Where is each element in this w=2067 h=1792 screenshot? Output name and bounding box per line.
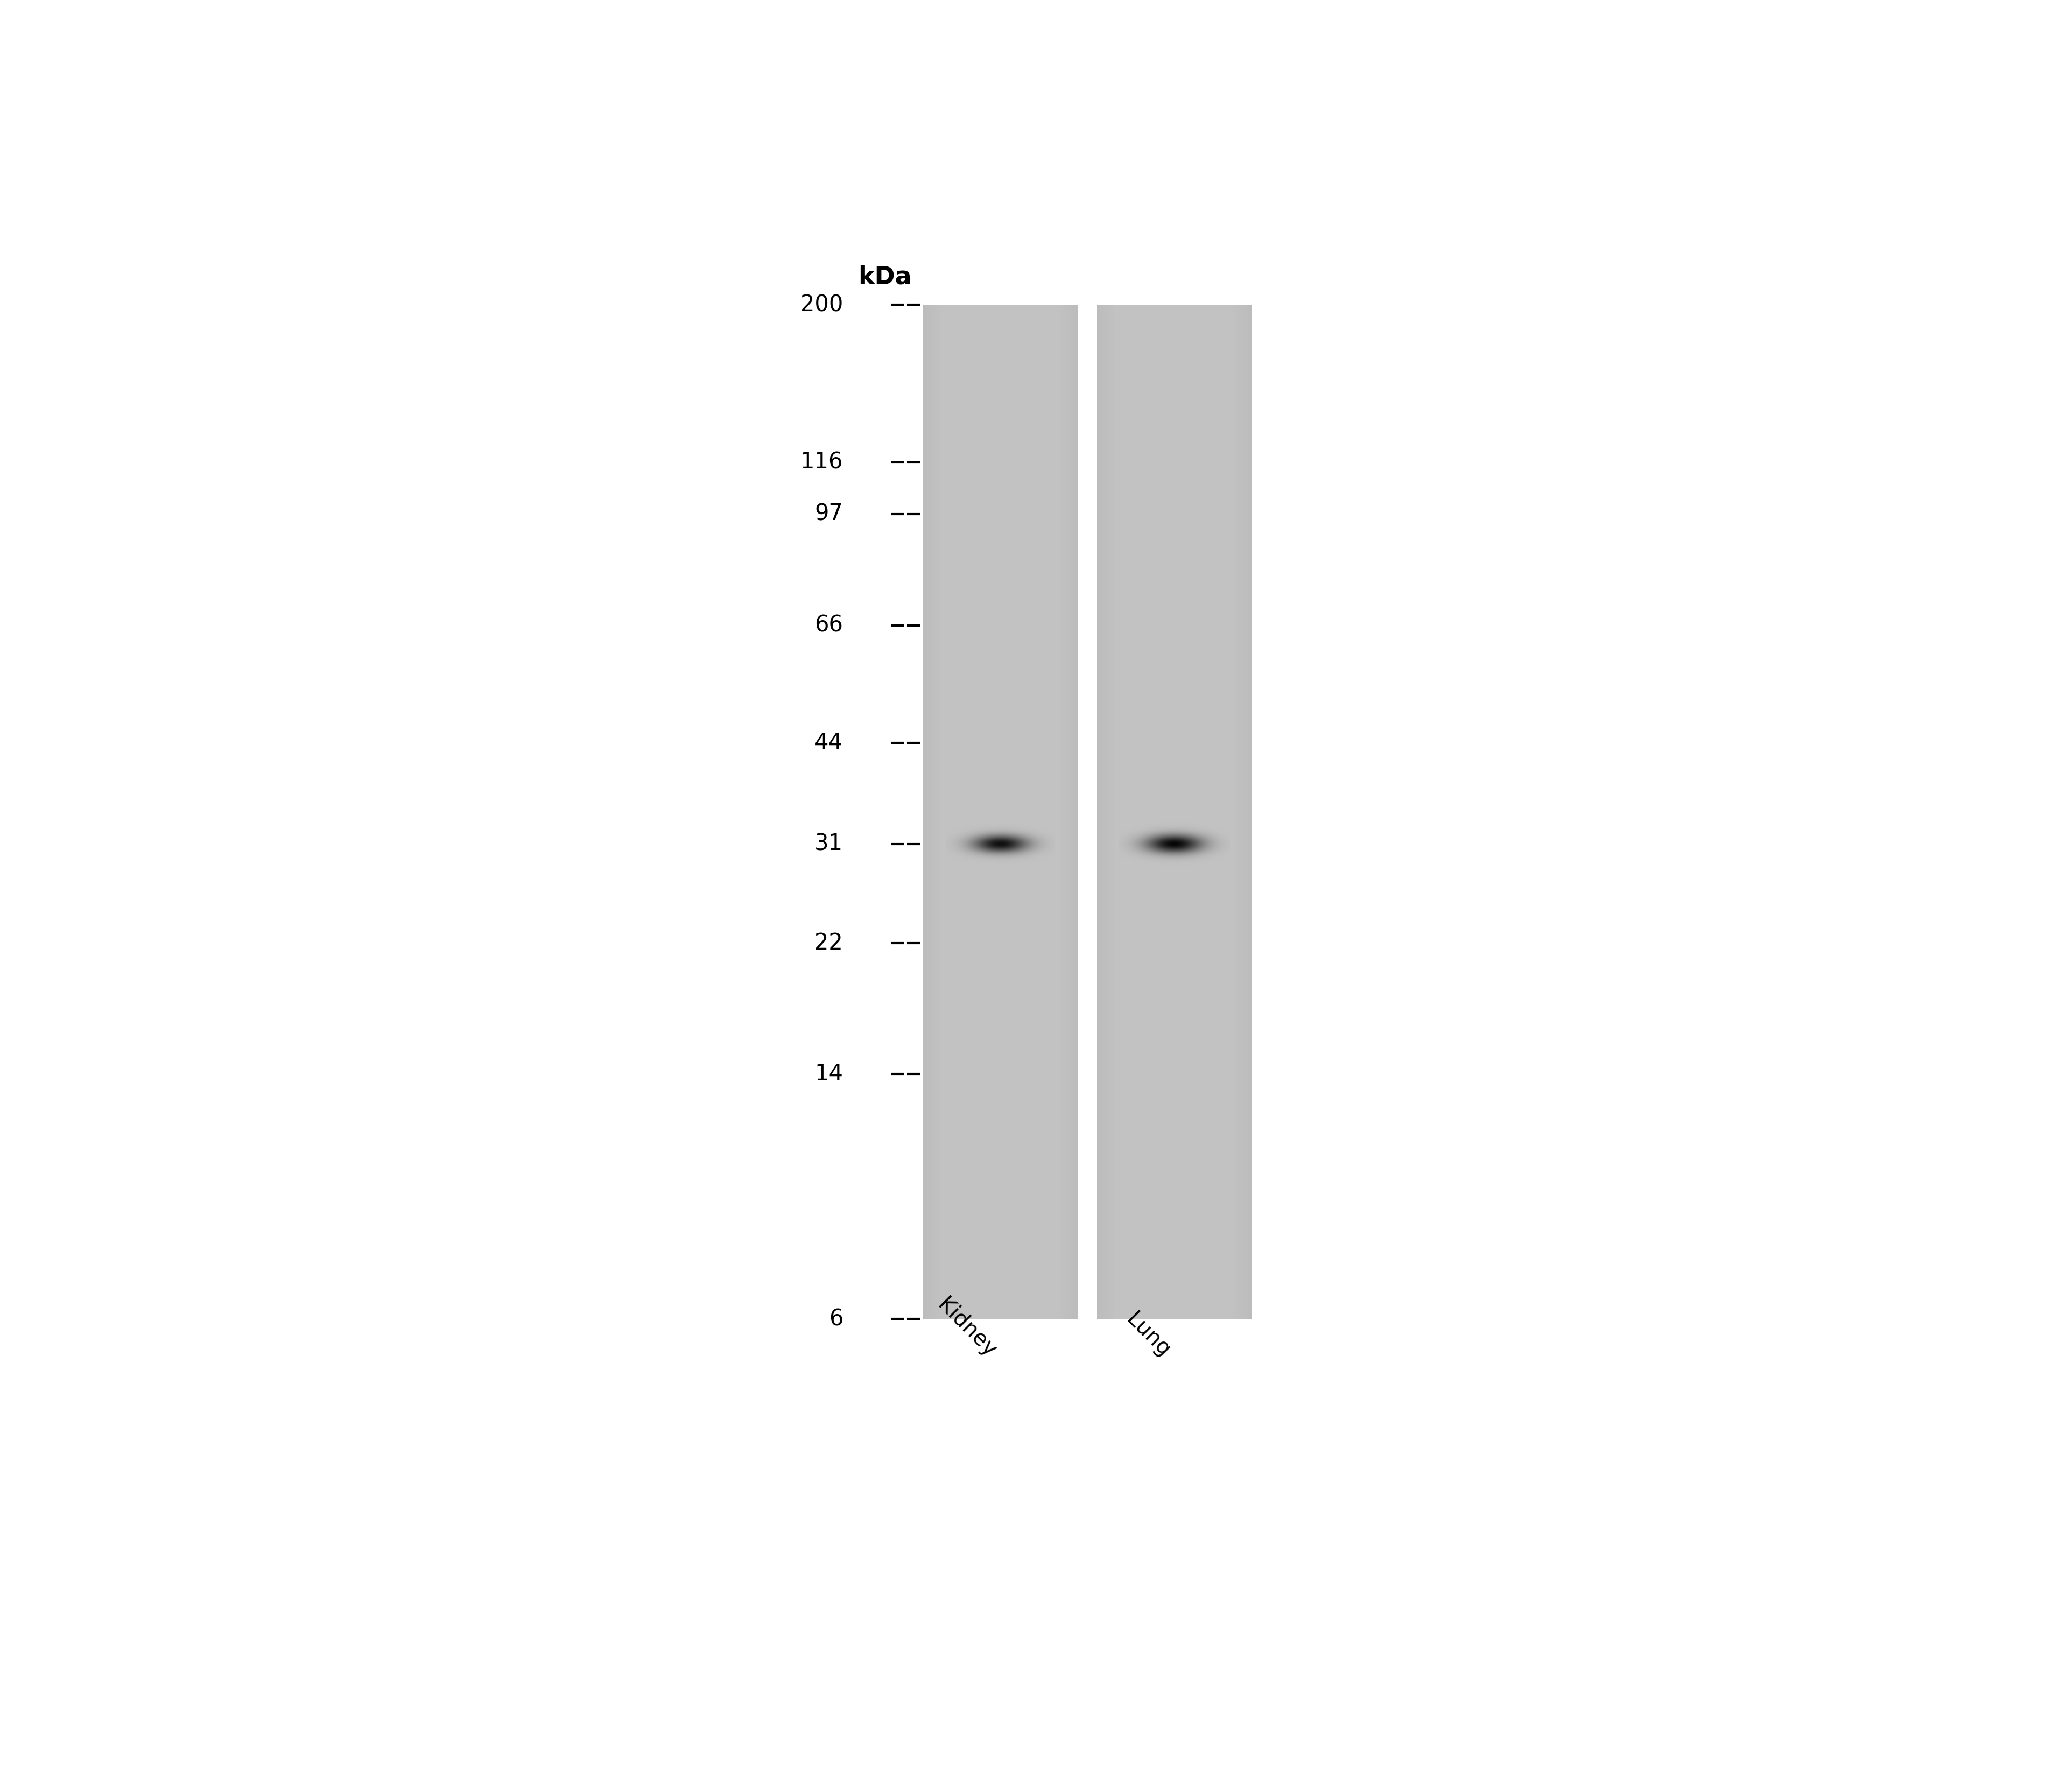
Text: 97: 97 (814, 504, 843, 525)
Text: 14: 14 (814, 1063, 843, 1086)
Bar (924, 305, 1077, 1319)
Text: 22: 22 (814, 932, 843, 955)
Text: 116: 116 (800, 452, 843, 473)
Text: 66: 66 (814, 615, 843, 636)
Text: 31: 31 (814, 833, 843, 855)
Text: kDa: kDa (858, 265, 912, 289)
Bar (1098, 305, 1251, 1319)
Text: 200: 200 (800, 294, 843, 315)
Text: 44: 44 (814, 731, 843, 754)
Text: Lung: Lung (1122, 1310, 1174, 1362)
Text: Kidney: Kidney (932, 1294, 1000, 1362)
Text: 6: 6 (829, 1308, 843, 1330)
